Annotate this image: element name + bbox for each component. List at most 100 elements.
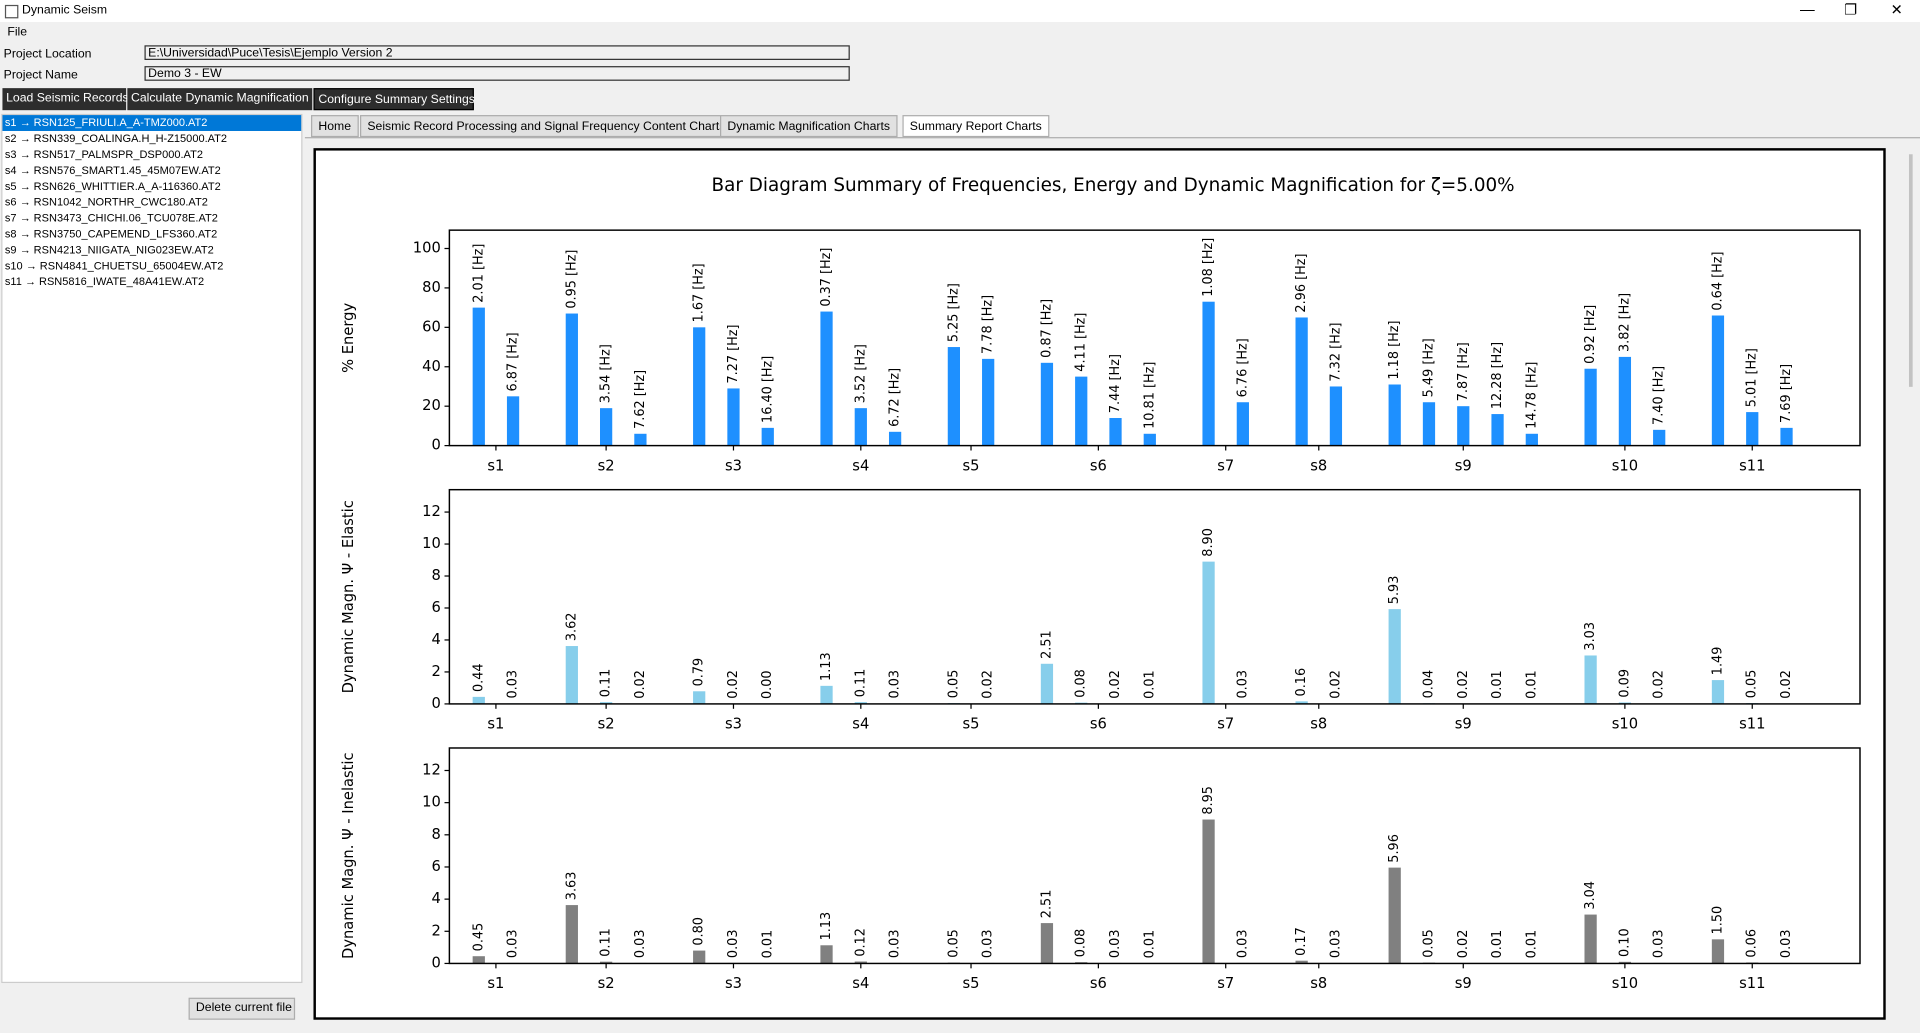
bar — [1389, 384, 1401, 445]
bar — [855, 408, 867, 445]
title-bar: Dynamic Seism — ❐ ✕ — [0, 0, 1920, 22]
x-tick-label: s2 — [598, 975, 615, 992]
bar-label: 0.17 — [1294, 927, 1309, 956]
name-field[interactable]: Demo 3 - EW — [144, 66, 849, 81]
y-tick-label: 10 — [422, 535, 441, 552]
bar — [1457, 406, 1469, 445]
y-tick-label: 12 — [422, 761, 441, 778]
x-tick-label: s1 — [487, 975, 504, 992]
scrollbar[interactable] — [1909, 154, 1913, 387]
bar-label: 3.54 [Hz] — [599, 344, 614, 403]
bar-label: 0.08 — [1074, 929, 1089, 958]
tab[interactable]: Seismic Record Processing and Signal Fre… — [360, 115, 733, 137]
close-button[interactable]: ✕ — [1891, 1, 1903, 18]
bar-label: 5.25 [Hz] — [946, 283, 961, 342]
bar-label: 0.02 — [1652, 670, 1667, 699]
record-item[interactable]: s8 → RSN3750_CAPEMEND_LFS360.AT2 — [2, 226, 301, 242]
x-tick-label: s5 — [963, 975, 980, 992]
record-item[interactable]: s7 → RSN3473_CHICHI.06_TCU078E.AT2 — [2, 211, 301, 227]
delete-button[interactable]: Delete current file — [189, 998, 296, 1020]
bar-label: 1.13 — [819, 912, 834, 941]
bar-label: 0.01 — [1490, 930, 1505, 959]
bar — [948, 347, 960, 446]
y-tick-label: 8 — [431, 567, 440, 584]
bar-label: 3.82 [Hz] — [1617, 293, 1632, 352]
y-tick-label: 20 — [422, 397, 441, 414]
bar — [820, 312, 832, 446]
bar — [1389, 868, 1401, 964]
bar-label: 0.02 — [1456, 670, 1471, 699]
x-tick-label: s5 — [963, 457, 980, 474]
bar-label: 1.49 — [1710, 647, 1725, 676]
field-label: Project Name — [4, 69, 78, 82]
bar-label: 0.03 — [888, 670, 903, 699]
record-item[interactable]: s1 → RSN125_FRIULI.A_A-TMZ000.AT2 — [2, 115, 301, 131]
record-item[interactable]: s9 → RSN4213_NIIGATA_NIG023EW.AT2 — [2, 242, 301, 258]
record-item[interactable]: s5 → RSN626_WHITTIER.A_A-116360.AT2 — [2, 179, 301, 195]
y-tick-label: 0 — [431, 695, 440, 712]
maximize-button[interactable]: ❐ — [1844, 1, 1857, 18]
record-item[interactable]: s11 → RSN5816_IWATE_48A41EW.AT2 — [2, 274, 301, 290]
bar — [1041, 664, 1053, 704]
bar — [820, 945, 832, 963]
x-tick-label: s2 — [598, 457, 615, 474]
minimize-button[interactable]: — — [1800, 1, 1815, 18]
x-tick-label: s3 — [725, 457, 742, 474]
bar — [693, 951, 705, 964]
y-tick-label: 10 — [422, 794, 441, 811]
bar — [1237, 402, 1249, 445]
x-tick-label: s1 — [487, 457, 504, 474]
x-tick-label: s11 — [1739, 975, 1765, 992]
bar-label: 0.03 — [888, 929, 903, 958]
record-item[interactable]: s6 → RSN1042_NORTHR_CWC180.AT2 — [2, 195, 301, 211]
x-tick-label: s4 — [852, 716, 869, 733]
x-tick-label: s2 — [598, 716, 615, 733]
bar-label: 3.63 — [564, 872, 579, 901]
record-item[interactable]: s3 → RSN517_PALMSPR_DSP000.AT2 — [2, 147, 301, 163]
tab[interactable]: Dynamic Magnification Charts — [720, 115, 897, 137]
x-tick-label: s3 — [725, 975, 742, 992]
bar-label: 0.02 — [1328, 670, 1343, 699]
bar — [566, 646, 578, 704]
bar-label: 0.02 — [1456, 930, 1471, 959]
record-item[interactable]: s2 → RSN339_COALINGA.H_H-Z15000.AT2 — [2, 131, 301, 147]
bar — [1202, 302, 1214, 446]
toolbar-button[interactable]: Calculate Dynamic Magnification — [127, 88, 312, 110]
x-tick-label: s11 — [1739, 716, 1765, 733]
window-title: Dynamic Seism — [22, 4, 107, 17]
x-tick-label: s4 — [852, 975, 869, 992]
x-tick-label: s10 — [1612, 975, 1638, 992]
bar — [1653, 430, 1665, 446]
x-tick-label: s9 — [1455, 716, 1472, 733]
bar-label: 0.92 [Hz] — [1583, 305, 1598, 364]
bar-label: 0.12 — [853, 928, 868, 957]
bar — [1075, 377, 1087, 446]
tab[interactable]: Summary Report Charts — [902, 115, 1049, 137]
location-field[interactable]: E:\Universidad\Puce\Tesis\Ejemplo Versio… — [144, 45, 849, 60]
bar-label: 0.01 — [1142, 930, 1157, 959]
toolbar-button[interactable]: Configure Summary Settings — [313, 88, 473, 110]
bar-label: 7.62 [Hz] — [633, 370, 648, 429]
tab[interactable]: Home — [311, 115, 358, 137]
bar — [507, 396, 519, 445]
x-tick-label: s7 — [1217, 716, 1234, 733]
bar — [1584, 369, 1596, 446]
bar — [1712, 680, 1724, 704]
bar-label: 8.90 — [1201, 528, 1216, 557]
bar-label: 7.78 [Hz] — [981, 295, 996, 354]
menu-item[interactable]: File — [7, 26, 27, 39]
bar-label: 0.03 — [506, 670, 521, 699]
bar-label: 0.44 — [471, 663, 486, 692]
record-item[interactable]: s4 → RSN576_SMART1.45_45M07EW.AT2 — [2, 163, 301, 179]
bar-label: 0.01 — [1524, 930, 1539, 959]
field-label: Project Location — [4, 48, 92, 61]
bar-label: 0.02 — [1108, 670, 1123, 699]
chart-title: Bar Diagram Summary of Frequencies, Ener… — [711, 175, 1514, 196]
y-tick-label: 8 — [431, 826, 440, 843]
bar-label: 0.01 — [1524, 670, 1539, 699]
bar-label: 0.02 — [981, 670, 996, 699]
bar — [1423, 402, 1435, 445]
record-item[interactable]: s10 → RSN4841_CHUETSU_65004EW.AT2 — [2, 258, 301, 274]
toolbar-button[interactable]: Load Seismic Records — [2, 88, 126, 110]
